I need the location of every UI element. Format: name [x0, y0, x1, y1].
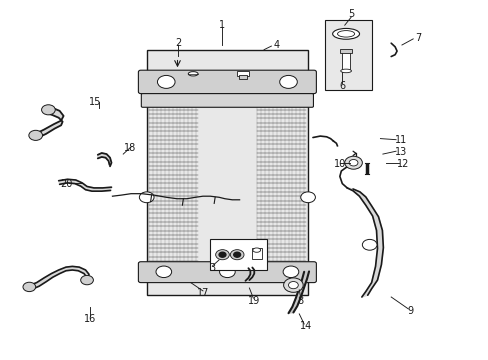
Text: 12: 12: [396, 159, 409, 169]
Text: 15: 15: [89, 96, 102, 107]
Circle shape: [157, 76, 175, 89]
Circle shape: [215, 250, 229, 260]
Circle shape: [81, 275, 93, 285]
Text: 17: 17: [196, 288, 209, 298]
Bar: [237, 71, 249, 76]
Circle shape: [348, 159, 357, 166]
Circle shape: [283, 266, 298, 278]
Text: 16: 16: [84, 314, 97, 324]
Text: 14: 14: [299, 321, 311, 331]
Bar: [238, 75, 247, 79]
Text: 18: 18: [123, 143, 136, 153]
Circle shape: [283, 278, 303, 292]
Bar: [251, 248, 261, 259]
Text: 13: 13: [394, 147, 407, 157]
Text: 19: 19: [247, 296, 260, 306]
Text: 5: 5: [347, 9, 353, 19]
Bar: [339, 49, 352, 53]
Circle shape: [29, 130, 42, 140]
Circle shape: [139, 192, 154, 203]
Circle shape: [230, 250, 244, 260]
Polygon shape: [288, 271, 308, 313]
Polygon shape: [346, 188, 383, 297]
Text: 20: 20: [60, 179, 72, 189]
Bar: [210, 239, 266, 270]
FancyBboxPatch shape: [141, 94, 313, 107]
Ellipse shape: [337, 31, 354, 37]
Polygon shape: [37, 106, 63, 138]
Ellipse shape: [340, 69, 351, 73]
Text: 6: 6: [339, 81, 345, 91]
Ellipse shape: [332, 28, 359, 39]
FancyBboxPatch shape: [138, 262, 316, 283]
Circle shape: [300, 192, 315, 203]
Circle shape: [156, 266, 171, 278]
Text: 11: 11: [394, 135, 407, 145]
Ellipse shape: [188, 72, 198, 76]
Circle shape: [288, 282, 298, 289]
Ellipse shape: [252, 248, 260, 252]
Polygon shape: [59, 179, 111, 191]
Text: 1: 1: [219, 20, 225, 30]
Polygon shape: [30, 266, 89, 289]
Bar: [325, 20, 371, 90]
Text: 9: 9: [407, 306, 413, 316]
Circle shape: [219, 252, 225, 257]
Circle shape: [23, 282, 36, 292]
Circle shape: [219, 266, 235, 278]
Text: 2: 2: [175, 38, 181, 48]
Text: 4: 4: [273, 40, 279, 50]
FancyBboxPatch shape: [138, 70, 316, 94]
Bar: [146, 50, 307, 295]
Circle shape: [344, 156, 362, 169]
Circle shape: [362, 239, 376, 250]
Bar: [342, 51, 349, 71]
Text: 3: 3: [209, 263, 215, 273]
Circle shape: [41, 105, 55, 115]
Text: 7: 7: [414, 33, 420, 43]
Text: 8: 8: [297, 296, 303, 306]
Circle shape: [233, 252, 240, 257]
Text: 10: 10: [333, 159, 346, 169]
Polygon shape: [98, 153, 111, 166]
Circle shape: [279, 76, 297, 89]
